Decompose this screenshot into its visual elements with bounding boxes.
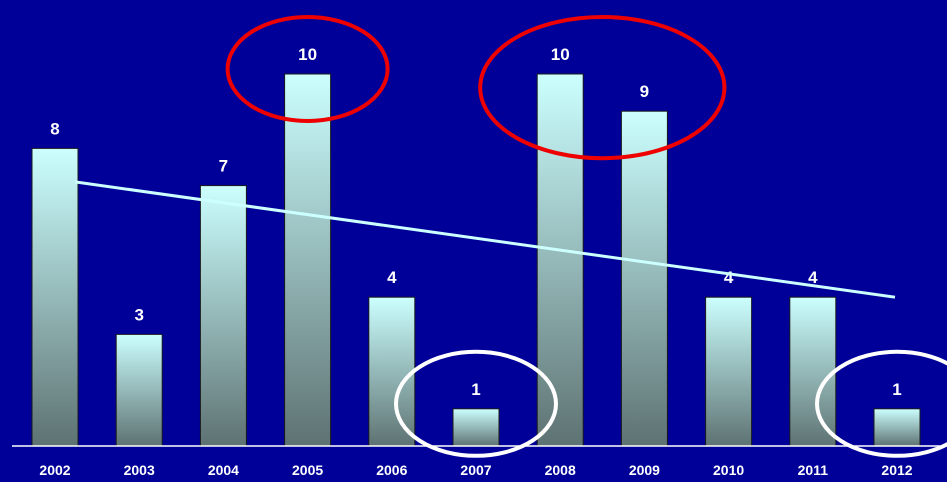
x-tick-label-2010: 2010 bbox=[713, 462, 744, 478]
x-tick-label-2004: 2004 bbox=[208, 462, 239, 478]
x-tick-label-2005: 2005 bbox=[292, 462, 323, 478]
bar-2009 bbox=[620, 110, 668, 447]
highlight-ellipses-group bbox=[225, 15, 947, 458]
x-tick-label-2009: 2009 bbox=[629, 462, 660, 478]
bar-2008 bbox=[536, 73, 584, 447]
value-label-2005: 10 bbox=[298, 45, 317, 64]
value-label-2010: 4 bbox=[724, 268, 734, 287]
bar-2011 bbox=[789, 296, 837, 447]
value-label-2004: 7 bbox=[219, 157, 228, 176]
highlight-ellipse-2012 bbox=[815, 349, 947, 458]
x-tick-label-2003: 2003 bbox=[124, 462, 155, 478]
value-label-2006: 4 bbox=[387, 268, 397, 287]
value-label-2011: 4 bbox=[808, 268, 818, 287]
bar-2003 bbox=[115, 333, 163, 447]
x-tick-label-2011: 2011 bbox=[798, 462, 829, 478]
highlight-ellipse-2008-2009 bbox=[478, 15, 727, 161]
bar-2012 bbox=[873, 408, 921, 447]
bar-2010 bbox=[705, 296, 753, 447]
value-labels-group: 8 3 7 10 4 1 10 9 4 4 1 bbox=[50, 45, 901, 399]
x-tick-label-2007: 2007 bbox=[460, 462, 491, 478]
x-tick-labels-group: 2002 2003 2004 2005 2006 2007 2008 2009 2010 2011… bbox=[39, 462, 912, 478]
value-label-2003: 3 bbox=[134, 305, 143, 324]
bars-group bbox=[31, 73, 921, 447]
bar-2002 bbox=[31, 147, 79, 447]
x-tick-label-2012: 2012 bbox=[881, 462, 912, 478]
highlight-ellipse-2005 bbox=[225, 15, 390, 123]
x-tick-label-2006: 2006 bbox=[376, 462, 407, 478]
value-label-2002: 8 bbox=[50, 119, 59, 138]
value-label-2012: 1 bbox=[892, 380, 901, 399]
bar-2005 bbox=[284, 73, 332, 447]
value-label-2008: 10 bbox=[551, 45, 570, 64]
value-label-2009: 9 bbox=[640, 82, 649, 101]
x-tick-label-2008: 2008 bbox=[545, 462, 576, 478]
bar-2007 bbox=[452, 408, 500, 447]
trendline-group bbox=[74, 180, 896, 299]
trendline bbox=[74, 180, 896, 299]
highlight-ellipse-2007 bbox=[394, 349, 558, 458]
bar-2006 bbox=[368, 296, 416, 447]
value-label-2007: 1 bbox=[471, 380, 480, 399]
bar-2004 bbox=[199, 185, 247, 447]
x-tick-label-2002: 2002 bbox=[39, 462, 70, 478]
